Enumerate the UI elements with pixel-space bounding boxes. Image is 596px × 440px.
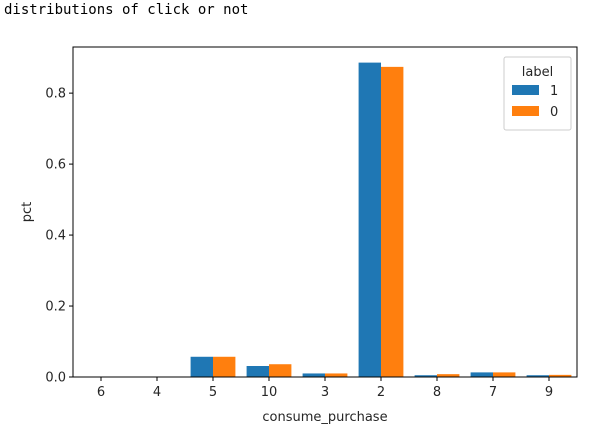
bar-label-0-9 xyxy=(549,374,572,377)
y-tick-label: 0.4 xyxy=(45,229,66,244)
x-axis-ticks: 6 4 5 10 3 2 8 7 9 xyxy=(97,377,553,400)
legend-label-1: 1 xyxy=(550,84,558,99)
bar-label-1-8 xyxy=(414,375,437,377)
x-axis-label: consume_purchase xyxy=(262,410,387,425)
x-tick-label: 9 xyxy=(545,385,553,400)
bar-label-0-7 xyxy=(493,372,516,377)
x-tick-label: 4 xyxy=(153,385,161,400)
legend: label 1 0 xyxy=(503,56,572,131)
legend-swatch-0 xyxy=(512,106,539,116)
bar-label-0-5 xyxy=(213,356,236,377)
bar-label-1-2 xyxy=(358,62,381,378)
bar-label-1-5 xyxy=(190,356,213,377)
x-tick-label: 6 xyxy=(97,385,105,400)
bar-label-1-7 xyxy=(470,372,493,377)
bars-group xyxy=(101,62,572,378)
legend-title: label xyxy=(522,65,553,80)
bar-label-0-10 xyxy=(269,364,292,377)
bar-label-1-9 xyxy=(526,375,549,377)
plot-frame xyxy=(72,46,578,378)
x-tick-label: 10 xyxy=(261,385,278,400)
legend-label-0: 0 xyxy=(550,105,558,120)
y-tick-label: 0.2 xyxy=(45,300,66,315)
y-axis-label: pct xyxy=(20,202,35,223)
bar-label-0-8 xyxy=(437,374,460,377)
bar-label-0-2 xyxy=(381,66,404,378)
y-axis-ticks: 0.0 0.2 0.4 0.6 0.8 xyxy=(45,87,73,386)
bar-label-1-3 xyxy=(302,373,325,377)
bar-label-1-10 xyxy=(246,366,269,377)
y-tick-label: 0.0 xyxy=(45,371,66,386)
y-tick-label: 0.8 xyxy=(45,87,66,102)
x-tick-label: 2 xyxy=(377,385,385,400)
y-tick-label: 0.6 xyxy=(45,158,66,173)
legend-swatch-1 xyxy=(512,85,539,95)
bar-label-0-3 xyxy=(325,373,348,377)
x-tick-label: 3 xyxy=(321,385,329,400)
chart-caption: distributions of click or not xyxy=(4,2,249,18)
x-tick-label: 7 xyxy=(489,385,497,400)
x-tick-label: 5 xyxy=(209,385,217,400)
x-tick-label: 8 xyxy=(433,385,441,400)
